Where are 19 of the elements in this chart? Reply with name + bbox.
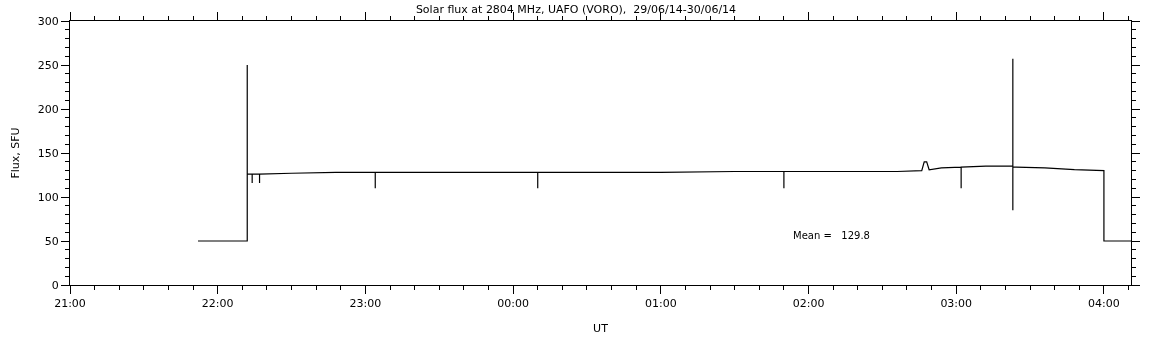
y-tick-label: 250: [37, 58, 59, 72]
x-tick-label: 23:00: [349, 297, 382, 311]
x-tick-label: 21:00: [54, 297, 86, 311]
y-tick-label: 50: [44, 234, 59, 248]
y-tick-label: 100: [37, 190, 59, 204]
y-tick-label: 300: [37, 14, 59, 28]
y-axis-title: Flux, SFU: [9, 127, 23, 179]
x-tick-label: 04:00: [1088, 297, 1120, 311]
x-tick-label: 02:00: [792, 297, 825, 311]
y-tick-label: 0: [51, 278, 59, 292]
x-tick-label: 00:00: [497, 297, 529, 311]
annotation: Mean = 129.8: [793, 230, 870, 241]
x-tick-label: 22:00: [201, 297, 234, 311]
x-tick-label: 01:00: [644, 297, 677, 311]
y-tick-label: 200: [37, 102, 59, 116]
y-tick-label: 150: [37, 146, 59, 160]
chart-title: Solar flux at 2804 MHz, UAFO (VORO), 29/06/14-30/06/14: [415, 2, 737, 16]
x-tick-label: 03:00: [940, 297, 973, 311]
x-axis-title: UT: [593, 322, 609, 336]
